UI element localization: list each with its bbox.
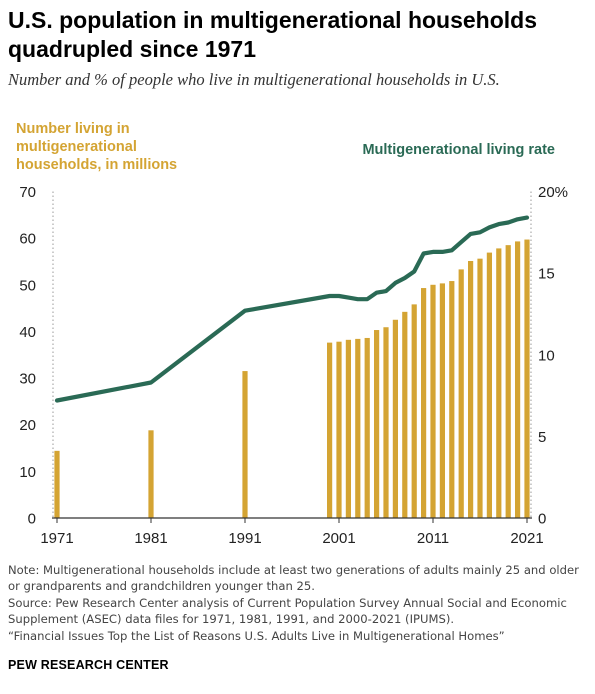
bar-1971 (54, 450, 60, 518)
bar-2006 (383, 327, 389, 518)
left-tick-label-40: 40 (19, 324, 36, 341)
x-tick-label-1971: 1971 (40, 530, 73, 547)
bar-2016 (477, 258, 483, 518)
bar-2018 (496, 248, 502, 518)
bar-2004 (364, 337, 370, 518)
bar-2000 (327, 342, 333, 518)
bar-2013 (449, 281, 455, 518)
source-text: Source: Pew Research Center analysis of … (8, 595, 567, 627)
left-axis-legend-label: Number living in multigenerational house… (16, 121, 178, 173)
bar-2017 (486, 252, 492, 518)
bar-2007 (392, 319, 398, 518)
left-tick-label-0: 0 (28, 511, 36, 528)
report-title-text: “Financial Issues Top the List of Reason… (8, 628, 505, 643)
bar-2001 (336, 341, 342, 518)
left-tick-label-60: 60 (19, 231, 36, 248)
bar-2020 (515, 241, 521, 519)
left-tick-label-30: 30 (19, 371, 36, 388)
x-tick-label-1981: 1981 (134, 530, 167, 547)
left-tick-label-20: 20 (19, 417, 36, 434)
right-tick-label-2: 10 (538, 347, 555, 364)
bar-2019 (505, 245, 511, 518)
rate-line (54, 215, 530, 403)
x-tick-label-2011: 2011 (417, 530, 449, 547)
x-tick-label-1991: 1991 (228, 530, 261, 547)
right-tick-label-4: 20% (538, 184, 568, 201)
right-axis-legend-label: Multigenerational living rate (362, 142, 555, 158)
bar-2010 (421, 288, 427, 518)
right-tick-label-3: 15 (538, 266, 555, 283)
left-tick-label-70: 70 (19, 184, 36, 201)
brand-logo-text: PEW RESEARCH CENTER (8, 658, 169, 672)
left-tick-label-50: 50 (19, 277, 36, 294)
x-tick-label-2021: 2021 (510, 530, 543, 547)
footnotes: Note: Multigenerational households inclu… (8, 562, 590, 644)
bar-2002 (345, 339, 351, 518)
bar-2014 (458, 269, 464, 518)
right-tick-label-1: 5 (538, 429, 546, 446)
right-tick-label-0: 0 (538, 511, 546, 528)
combo-chart: 0 10 20 30 40 50 60 70 0 5 10 15 20% 1971 1981 1991 2001… (19, 184, 568, 547)
bar-1991 (242, 371, 248, 518)
bar-2012 (439, 283, 445, 518)
left-tick-label-10: 10 (19, 464, 36, 481)
x-tick-label-2001: 2001 (322, 530, 355, 547)
bar-2008 (402, 311, 408, 518)
chart-subtitle: Number and % of people who live in multi… (8, 70, 500, 89)
bar-2009 (411, 304, 417, 518)
note-text: Note: Multigenerational households inclu… (8, 563, 579, 594)
chart-title: U.S. population in multigenerational hou… (8, 7, 538, 62)
bar-2011 (430, 284, 436, 518)
bar-2005 (374, 330, 380, 518)
bar-2003 (355, 338, 361, 518)
bar-1981 (148, 430, 154, 518)
bar-2021 (524, 239, 530, 518)
bar-2015 (468, 260, 474, 518)
